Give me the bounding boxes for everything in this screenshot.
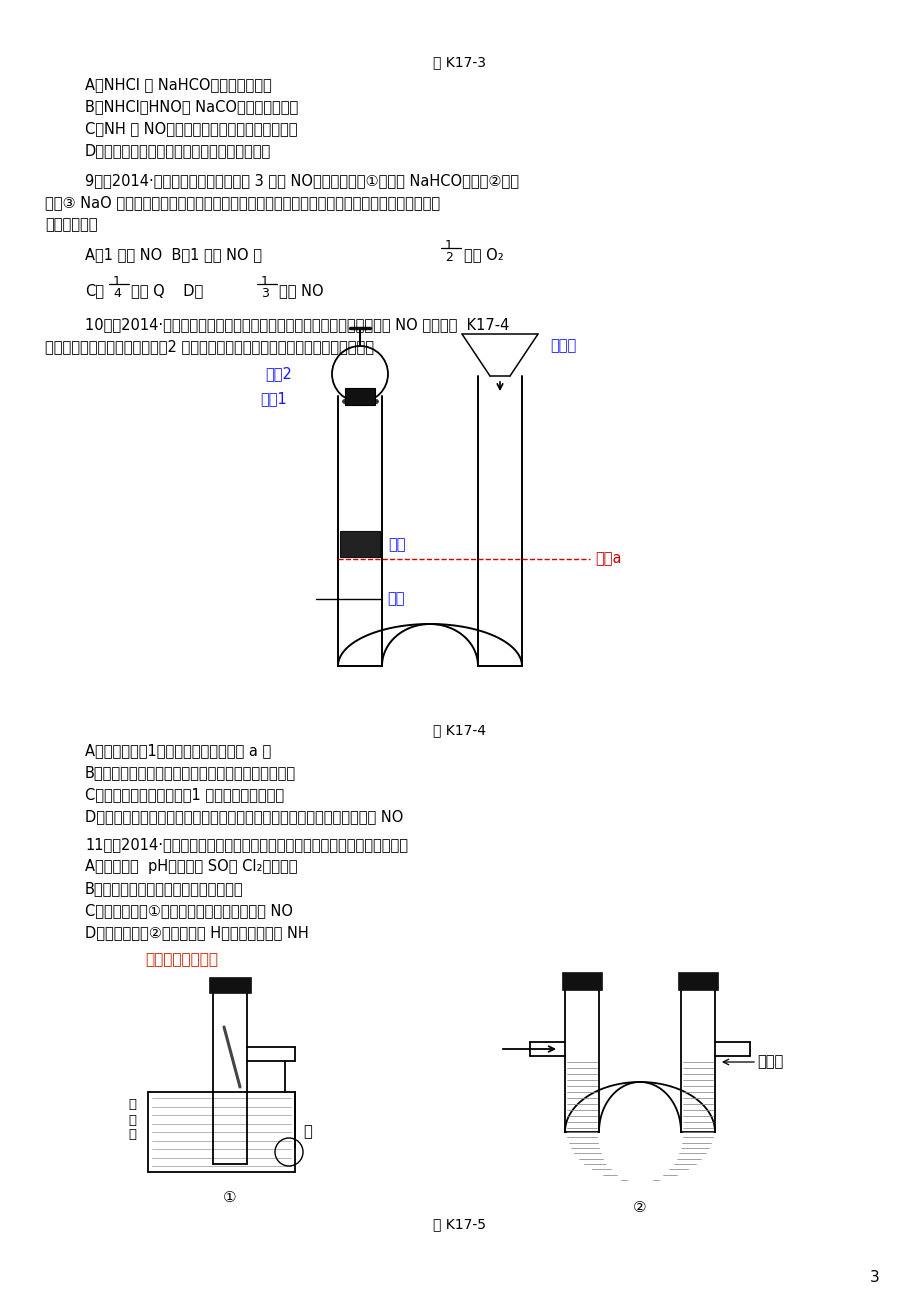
Text: 铜丝: 铜丝 <box>387 592 404 606</box>
Text: C．通过开启或关闭活塞　1 可以控制反应的进行: C．通过开启或关闭活塞 1 可以控制反应的进行 <box>85 787 284 803</box>
Text: C．: C． <box>85 283 104 298</box>
Text: 图 K17-5: 图 K17-5 <box>433 1217 486 1231</box>
Text: 活塞1: 活塞1 <box>260 391 287 407</box>
Text: 体是（　　）: 体是（ ） <box>45 218 97 232</box>
Bar <box>340 532 380 556</box>
Text: B．在装置左侧稍加热可以加快稀硝酸与铜的反应速率: B．在装置左侧稍加热可以加快稀硝酸与铜的反应速率 <box>85 765 296 780</box>
Text: 3: 3 <box>869 1270 879 1285</box>
Text: A．1 体积 NO  B．1 体积 NO 和: A．1 体积 NO B．1 体积 NO 和 <box>85 248 262 262</box>
Text: 所示的实验（实验过程中活塞　2 为打开状态），下列说法中不正确的是　（　　）: 所示的实验（实验过程中活塞 2 为打开状态），下列说法中不正确的是 （ ） <box>45 339 374 354</box>
Bar <box>209 977 251 993</box>
Text: 体积 NO: 体积 NO <box>278 283 323 298</box>
Text: 图 K17-3: 图 K17-3 <box>433 55 486 69</box>
Text: B．NHCl、HNO和 NaCO受热时都易分解: B．NHCl、HNO和 NaCO受热时都易分解 <box>85 99 298 113</box>
Text: 浓
硝
酸: 浓 硝 酸 <box>128 1098 136 1141</box>
Text: D．图中所涉及的盐类物质均可以发生水解反应: D．图中所涉及的盐类物质均可以发生水解反应 <box>85 143 271 158</box>
Text: 11．［2014·宁夏银川质检　］下列有关实验原理或操作正确的是　（　　）: 11．［2014·宁夏银川质检 ］下列有关实验原理或操作正确的是 （ ） <box>85 837 407 852</box>
Text: 1: 1 <box>113 275 120 288</box>
Bar <box>345 388 375 405</box>
Text: 1: 1 <box>261 275 268 288</box>
Text: ①: ① <box>223 1190 236 1205</box>
Text: 胶塞: 胶塞 <box>388 537 405 552</box>
Text: 3: 3 <box>261 287 268 300</box>
Text: B．盐酸滴定氨水时，用甲基橙作指示剂: B．盐酸滴定氨水时，用甲基橙作指示剂 <box>85 881 244 896</box>
Text: D．实验室用图②装置除去　 H中混有的少量　 NH: D．实验室用图②装置除去 H中混有的少量 NH <box>85 925 309 939</box>
Bar <box>677 972 717 990</box>
Text: 2: 2 <box>445 251 452 265</box>
Text: 活塞2: 活塞2 <box>265 366 291 380</box>
Text: A．用干燥的  pH试纸鉴别 SO和 Cl₂两种气体: A．用干燥的 pH试纸鉴别 SO和 Cl₂两种气体 <box>85 859 297 874</box>
Text: 体积 O₂: 体积 O₂ <box>463 248 504 262</box>
Text: C．实验室用图①装置制备并收集少量的　　 NO: C．实验室用图①装置制备并收集少量的 NO <box>85 903 292 919</box>
Text: 体积 Q    D．: 体积 Q D． <box>130 283 203 298</box>
Text: 1: 1 <box>445 238 452 251</box>
Text: 可上下移动的铜丝: 可上下移动的铜丝 <box>145 952 218 967</box>
Text: D．反应开始后，胶塞下方有无色气体生成，但不能证明该气体为　　　　 NO: D．反应开始后，胶塞下方有无色气体生成，但不能证明该气体为 NO <box>85 809 403 823</box>
Text: 图 K17-4: 图 K17-4 <box>433 723 486 737</box>
Text: A．关闭活塞　1，加入稀硝酸至液面　 a 处: A．关闭活塞 1，加入稀硝酸至液面 a 处 <box>85 743 271 758</box>
Text: A．NHCl 和 NaHCO都是常用的化肥: A．NHCl 和 NaHCO都是常用的化肥 <box>85 77 271 93</box>
Text: 10．［2014·北京丰台一模　］为证明稀硝酸与铜反应产物中气体为　　 NO 设计如图  K17-4: 10．［2014·北京丰台一模 ］为证明稀硝酸与铜反应产物中气体为 NO 设计如… <box>85 317 509 332</box>
Text: 水: 水 <box>302 1124 312 1140</box>
Text: 液面a: 液面a <box>595 551 621 566</box>
Text: 4: 4 <box>113 287 120 300</box>
Text: 稀硝酸: 稀硝酸 <box>550 337 575 353</box>
Text: 酸、③ NaO 后（假设每一步的反应都是充分的　　），再用排水法收集残留气体，则收集到的气: 酸、③ NaO 后（假设每一步的反应都是充分的 ），再用排水法收集残留气体，则收… <box>45 195 439 210</box>
Text: C．NH 和 NO在一定条件下可发生氧化还原反应: C．NH 和 NO在一定条件下可发生氧化还原反应 <box>85 121 297 136</box>
Text: 9．［2014·东北师大附中摸底　］把 3 体积 NO气体依次通过①饱和　 NaHCO溶液、②浓硫: 9．［2014·东北师大附中摸底 ］把 3 体积 NO气体依次通过①饱和 NaH… <box>85 173 518 188</box>
Text: ②: ② <box>632 1200 646 1214</box>
Text: 浓硫酸: 浓硫酸 <box>756 1054 782 1068</box>
Bar <box>562 972 601 990</box>
